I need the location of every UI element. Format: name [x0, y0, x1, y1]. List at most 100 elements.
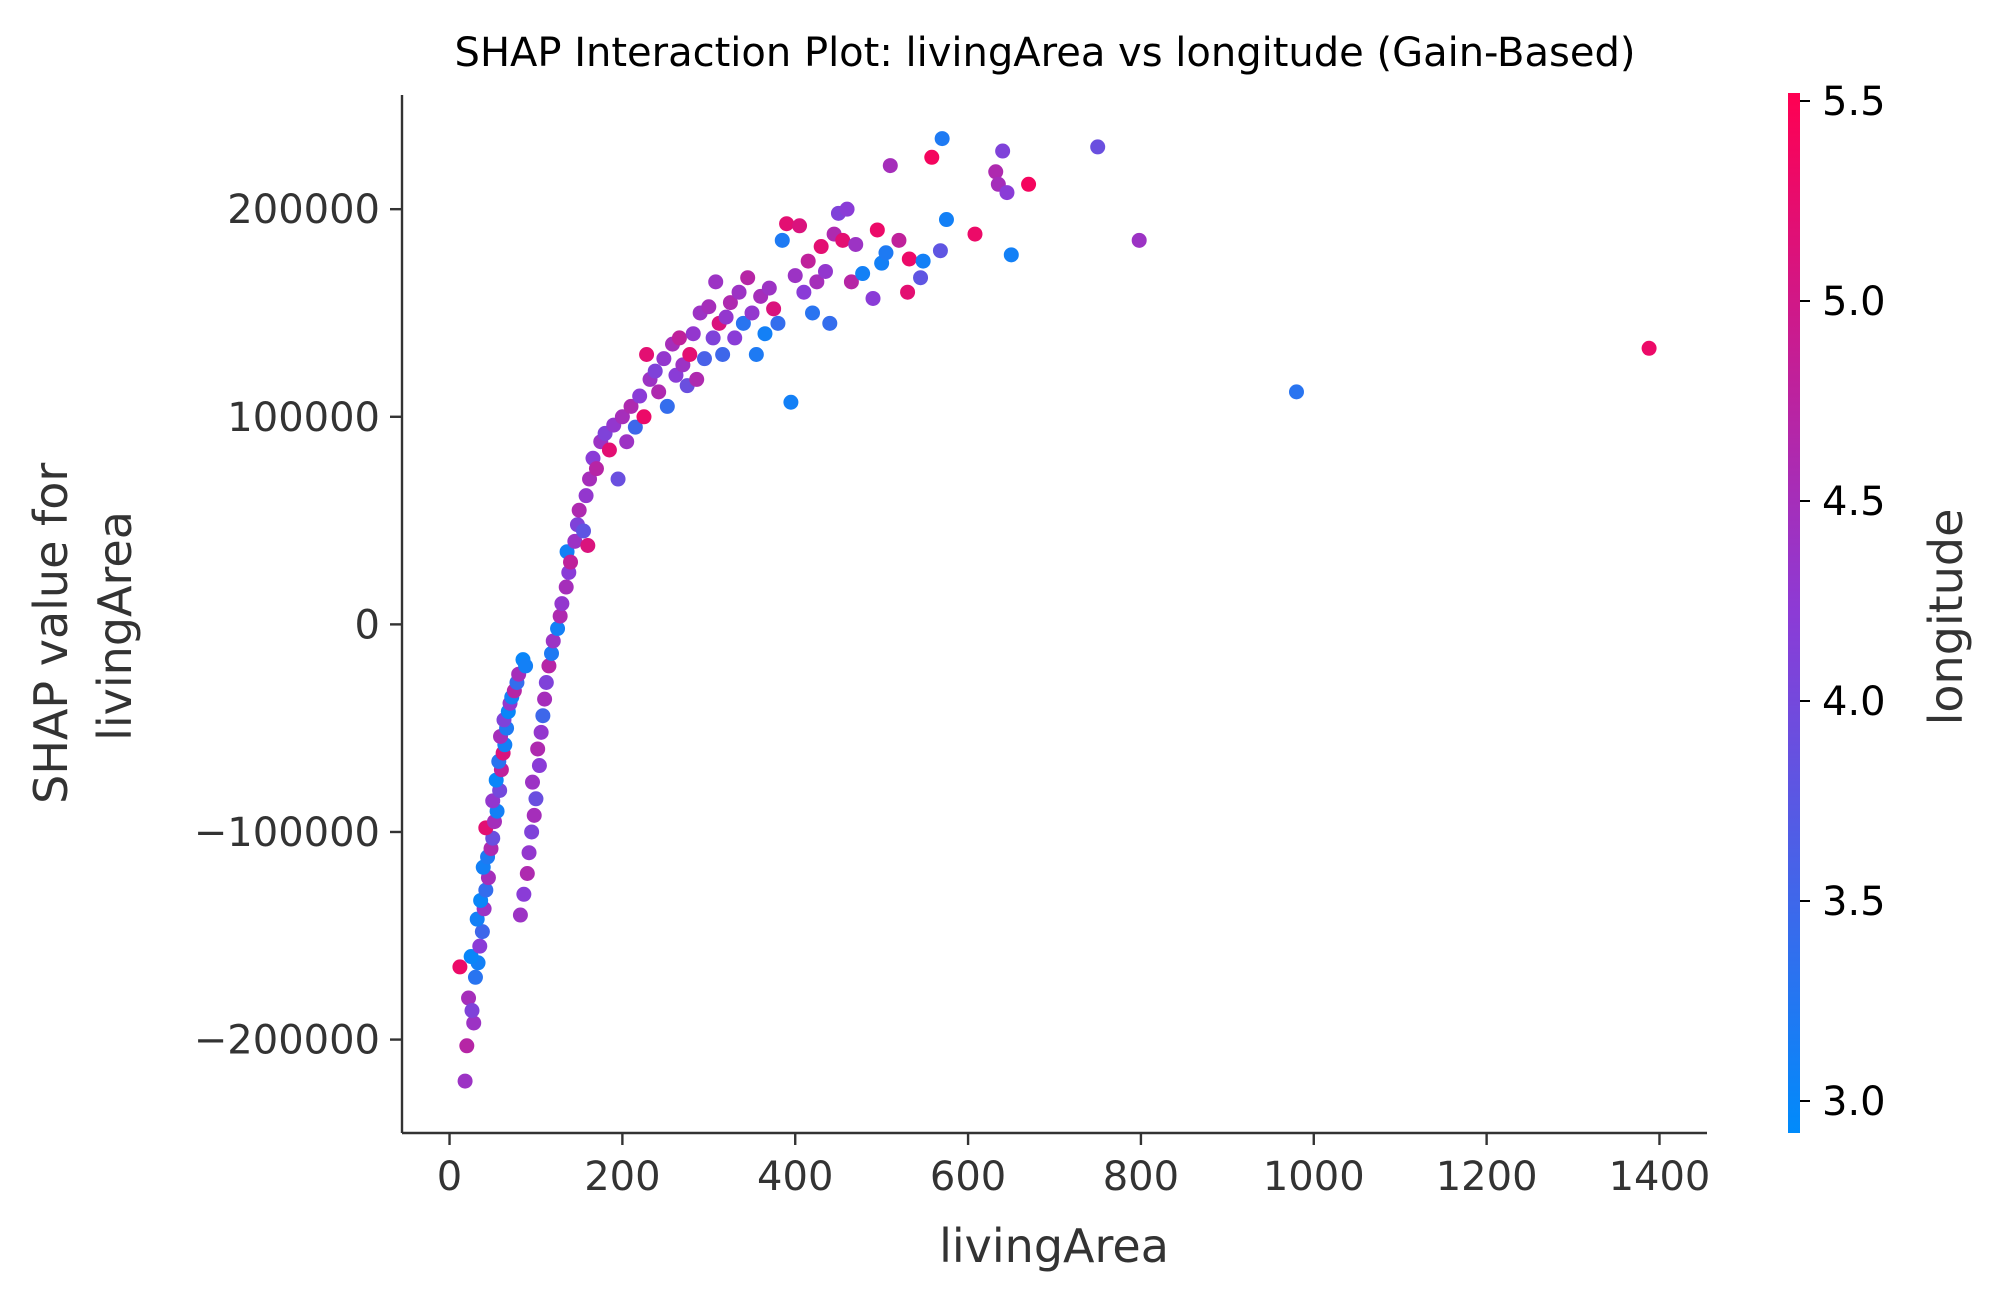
scatter-point [766, 301, 782, 317]
scatter-point [999, 185, 1015, 201]
scatter-point [550, 621, 566, 637]
scatter-point [466, 1015, 482, 1031]
scatter-point [761, 280, 777, 296]
scatter-point [554, 596, 570, 612]
scatter-point [913, 270, 929, 286]
colorbar-label: longitude [1919, 509, 1973, 726]
scatter-point [988, 164, 1004, 180]
scatter-point [869, 222, 885, 238]
scatter-point [822, 315, 838, 331]
scatter-point [614, 409, 630, 425]
scatter-point [478, 882, 494, 898]
scatter-point [467, 969, 483, 985]
scatter-point [718, 309, 734, 325]
scatter-point [938, 212, 954, 228]
scatter-point [627, 419, 643, 435]
x-tick-label: 1200 [1436, 1154, 1538, 1200]
scatter-point [1090, 139, 1106, 155]
scatter-point [656, 351, 672, 367]
scatter-point [619, 434, 635, 450]
scatter-point [796, 284, 812, 300]
colorbar-ticks: 3.0 3.5 4.0 4.5 5.0 5.5 [1800, 79, 1886, 1125]
scatter-point [632, 388, 648, 404]
scatter-point [461, 990, 477, 1006]
scatter-point [452, 959, 468, 975]
scatter-point [533, 724, 549, 740]
scatter-point [544, 645, 560, 661]
scatter-point [538, 675, 554, 691]
scatter-point [685, 326, 701, 342]
scatter-point [567, 533, 583, 549]
y-tick-label: 0 [355, 602, 380, 648]
colorbar-tick-label: 4.5 [1822, 479, 1886, 525]
scatter-point [757, 326, 773, 342]
scatter-point [813, 239, 829, 255]
scatter-point [545, 633, 561, 649]
scatter-point [519, 866, 535, 881]
scatter-point [740, 270, 756, 286]
scatter-point [588, 461, 604, 477]
scatter-point [878, 245, 894, 261]
scatter-point [715, 347, 731, 362]
scatter-point [636, 409, 652, 425]
scatter-point [535, 708, 551, 724]
y-ticks: −200000 −100000 0 100000 200000 [194, 187, 402, 1064]
scatter-point [639, 347, 655, 362]
scatter-point [474, 924, 490, 940]
scatter-point [855, 266, 871, 282]
colorbar-tick-label: 5.5 [1822, 79, 1886, 125]
scatter-point [601, 442, 617, 458]
scatter-point [671, 330, 687, 346]
scatter-point [521, 845, 537, 861]
scatter-point [727, 330, 743, 346]
scatter-point [528, 791, 544, 807]
scatter-point [783, 394, 799, 410]
scatter-point [809, 274, 825, 290]
scatter-point [1641, 340, 1657, 356]
x-tick-label: 1000 [1263, 1154, 1365, 1200]
scatter-point [580, 537, 596, 553]
x-tick-label: 200 [584, 1154, 660, 1200]
scatter-point [731, 284, 747, 300]
scatter-point [779, 216, 795, 232]
colorbar-tick-label: 3.0 [1822, 1079, 1886, 1125]
scatter-point [995, 143, 1011, 159]
scatter-point [770, 315, 786, 331]
scatter-point [735, 315, 751, 331]
scatter-point [1003, 247, 1019, 263]
scatter-point [689, 371, 705, 387]
scatter-point [891, 232, 907, 248]
chart-title: SHAP Interaction Plot: livingArea vs lon… [455, 30, 1636, 76]
scatter-point [708, 274, 724, 290]
scatter-point [647, 363, 663, 379]
scatter-point [623, 398, 639, 414]
y-axis-label-line-2: livingArea [88, 511, 142, 741]
colorbar-tick-label: 5.0 [1822, 279, 1886, 325]
scatter-point [839, 201, 855, 217]
scatter-point [900, 284, 916, 300]
x-axis-label: livingArea [939, 1219, 1169, 1273]
scatter-point [516, 886, 532, 902]
x-tick-label: 600 [930, 1154, 1006, 1200]
x-tick-label: 1400 [1609, 1154, 1711, 1200]
scatter-point [537, 691, 553, 707]
x-tick-label: 0 [437, 1154, 462, 1200]
scatter-point [1288, 384, 1304, 400]
scatter-point [531, 758, 547, 774]
scatter-point [787, 268, 803, 284]
scatter-point [512, 907, 528, 923]
scatter-point [924, 149, 940, 165]
scatter-point [682, 347, 698, 362]
scatter-point [1131, 232, 1147, 248]
scatter-point [571, 502, 587, 518]
scatter-point [659, 398, 675, 414]
scatter-point [848, 236, 864, 252]
scatter-point [541, 658, 557, 674]
scatter-point [882, 158, 898, 174]
y-tick-label: −200000 [194, 1018, 380, 1064]
scatter-point [774, 232, 790, 248]
scatter-point [472, 938, 488, 954]
scatter-point [525, 774, 540, 790]
axes [400, 95, 1707, 1135]
